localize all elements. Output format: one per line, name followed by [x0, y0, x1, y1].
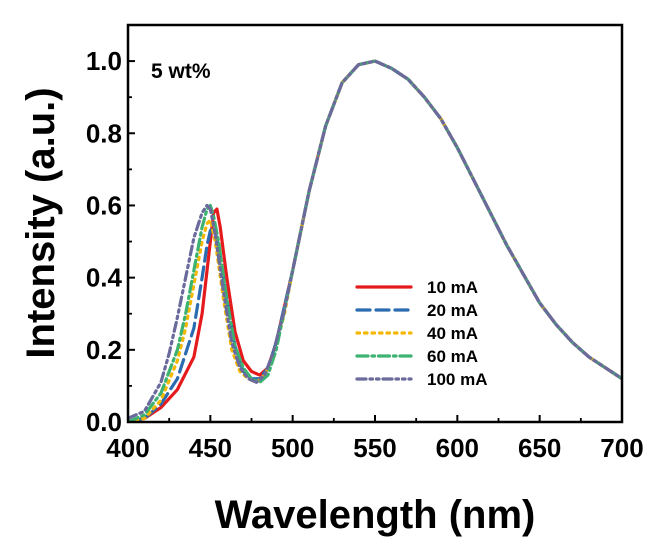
x-axis-title: Wavelength (nm): [215, 493, 536, 537]
legend-label: 20 mA: [427, 301, 478, 320]
legend: 10 mA 20 mA 40 mA 60 mA 100 mA: [355, 278, 487, 389]
legend-label: 40 mA: [427, 324, 478, 343]
legend-label: 60 mA: [427, 347, 478, 366]
y-tick-label: 1.0: [86, 46, 122, 76]
series-line-100-ma: [128, 59, 622, 420]
y-tick-label: 0.2: [86, 335, 122, 365]
y-tick-label: 0.4: [86, 263, 123, 293]
x-tick-label: 700: [600, 433, 643, 463]
x-tick-label: 450: [189, 433, 232, 463]
x-tick-label: 400: [106, 433, 149, 463]
y-tick-label: 0.8: [86, 118, 122, 148]
y-tick-label: 0.0: [86, 407, 122, 437]
x-tick-label: 650: [518, 433, 561, 463]
x-tick-label: 500: [271, 433, 314, 463]
x-tick-label: 600: [436, 433, 479, 463]
y-axis-title: Intensity (a.u.): [19, 87, 63, 358]
x-tick-label: 550: [353, 433, 396, 463]
legend-label: 10 mA: [427, 278, 478, 297]
y-tick-label: 0.6: [86, 190, 122, 220]
legend-label: 100 mA: [427, 370, 487, 389]
annotation-label: 5 wt%: [151, 60, 211, 83]
